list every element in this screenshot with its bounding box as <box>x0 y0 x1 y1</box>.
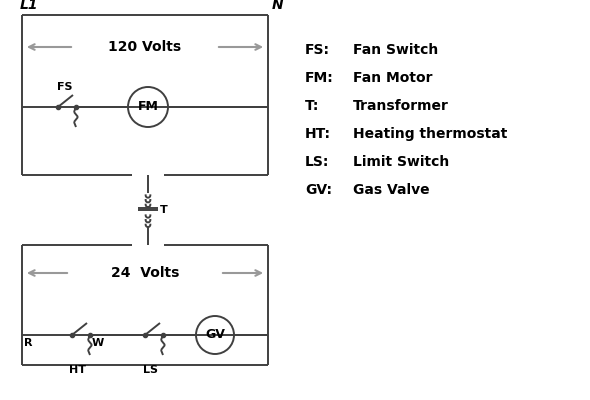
Text: Limit Switch: Limit Switch <box>353 155 449 169</box>
Text: LS:: LS: <box>305 155 329 169</box>
Text: T:: T: <box>305 99 319 113</box>
Text: FS:: FS: <box>305 43 330 57</box>
Text: FM:: FM: <box>305 71 334 85</box>
Text: R: R <box>24 338 32 348</box>
Text: Heating thermostat: Heating thermostat <box>353 127 507 141</box>
Text: 24  Volts: 24 Volts <box>111 266 179 280</box>
Text: LS: LS <box>143 365 159 375</box>
Text: FM: FM <box>137 100 159 114</box>
Text: HT:: HT: <box>305 127 331 141</box>
Text: T: T <box>160 205 168 215</box>
Text: 120 Volts: 120 Volts <box>109 40 182 54</box>
Text: GV: GV <box>205 328 225 342</box>
Text: HT: HT <box>70 365 87 375</box>
Text: GV:: GV: <box>305 183 332 197</box>
Text: Gas Valve: Gas Valve <box>353 183 430 197</box>
Text: FS: FS <box>57 82 73 92</box>
Text: Transformer: Transformer <box>353 99 449 113</box>
Text: L1: L1 <box>20 0 38 12</box>
Text: W: W <box>92 338 104 348</box>
Text: Fan Switch: Fan Switch <box>353 43 438 57</box>
Text: N: N <box>272 0 284 12</box>
Text: Fan Motor: Fan Motor <box>353 71 432 85</box>
